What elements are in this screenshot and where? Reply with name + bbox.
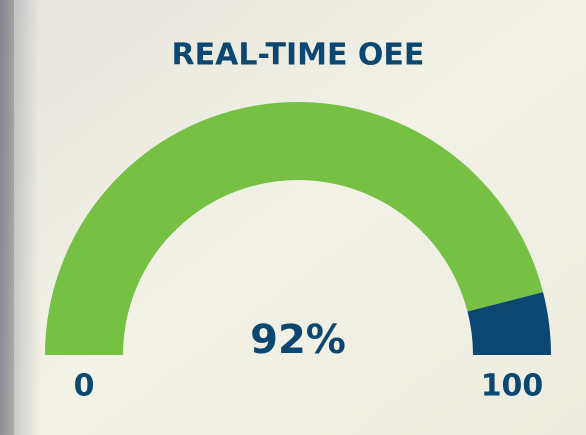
- value-label: 92%: [250, 317, 346, 363]
- tick-label: 0: [74, 369, 95, 404]
- chart: REAL-TIME OEE 92% 0 100: [0, 0, 586, 435]
- tick-label: 100: [481, 369, 544, 404]
- chart-title: REAL-TIME OEE: [172, 38, 425, 73]
